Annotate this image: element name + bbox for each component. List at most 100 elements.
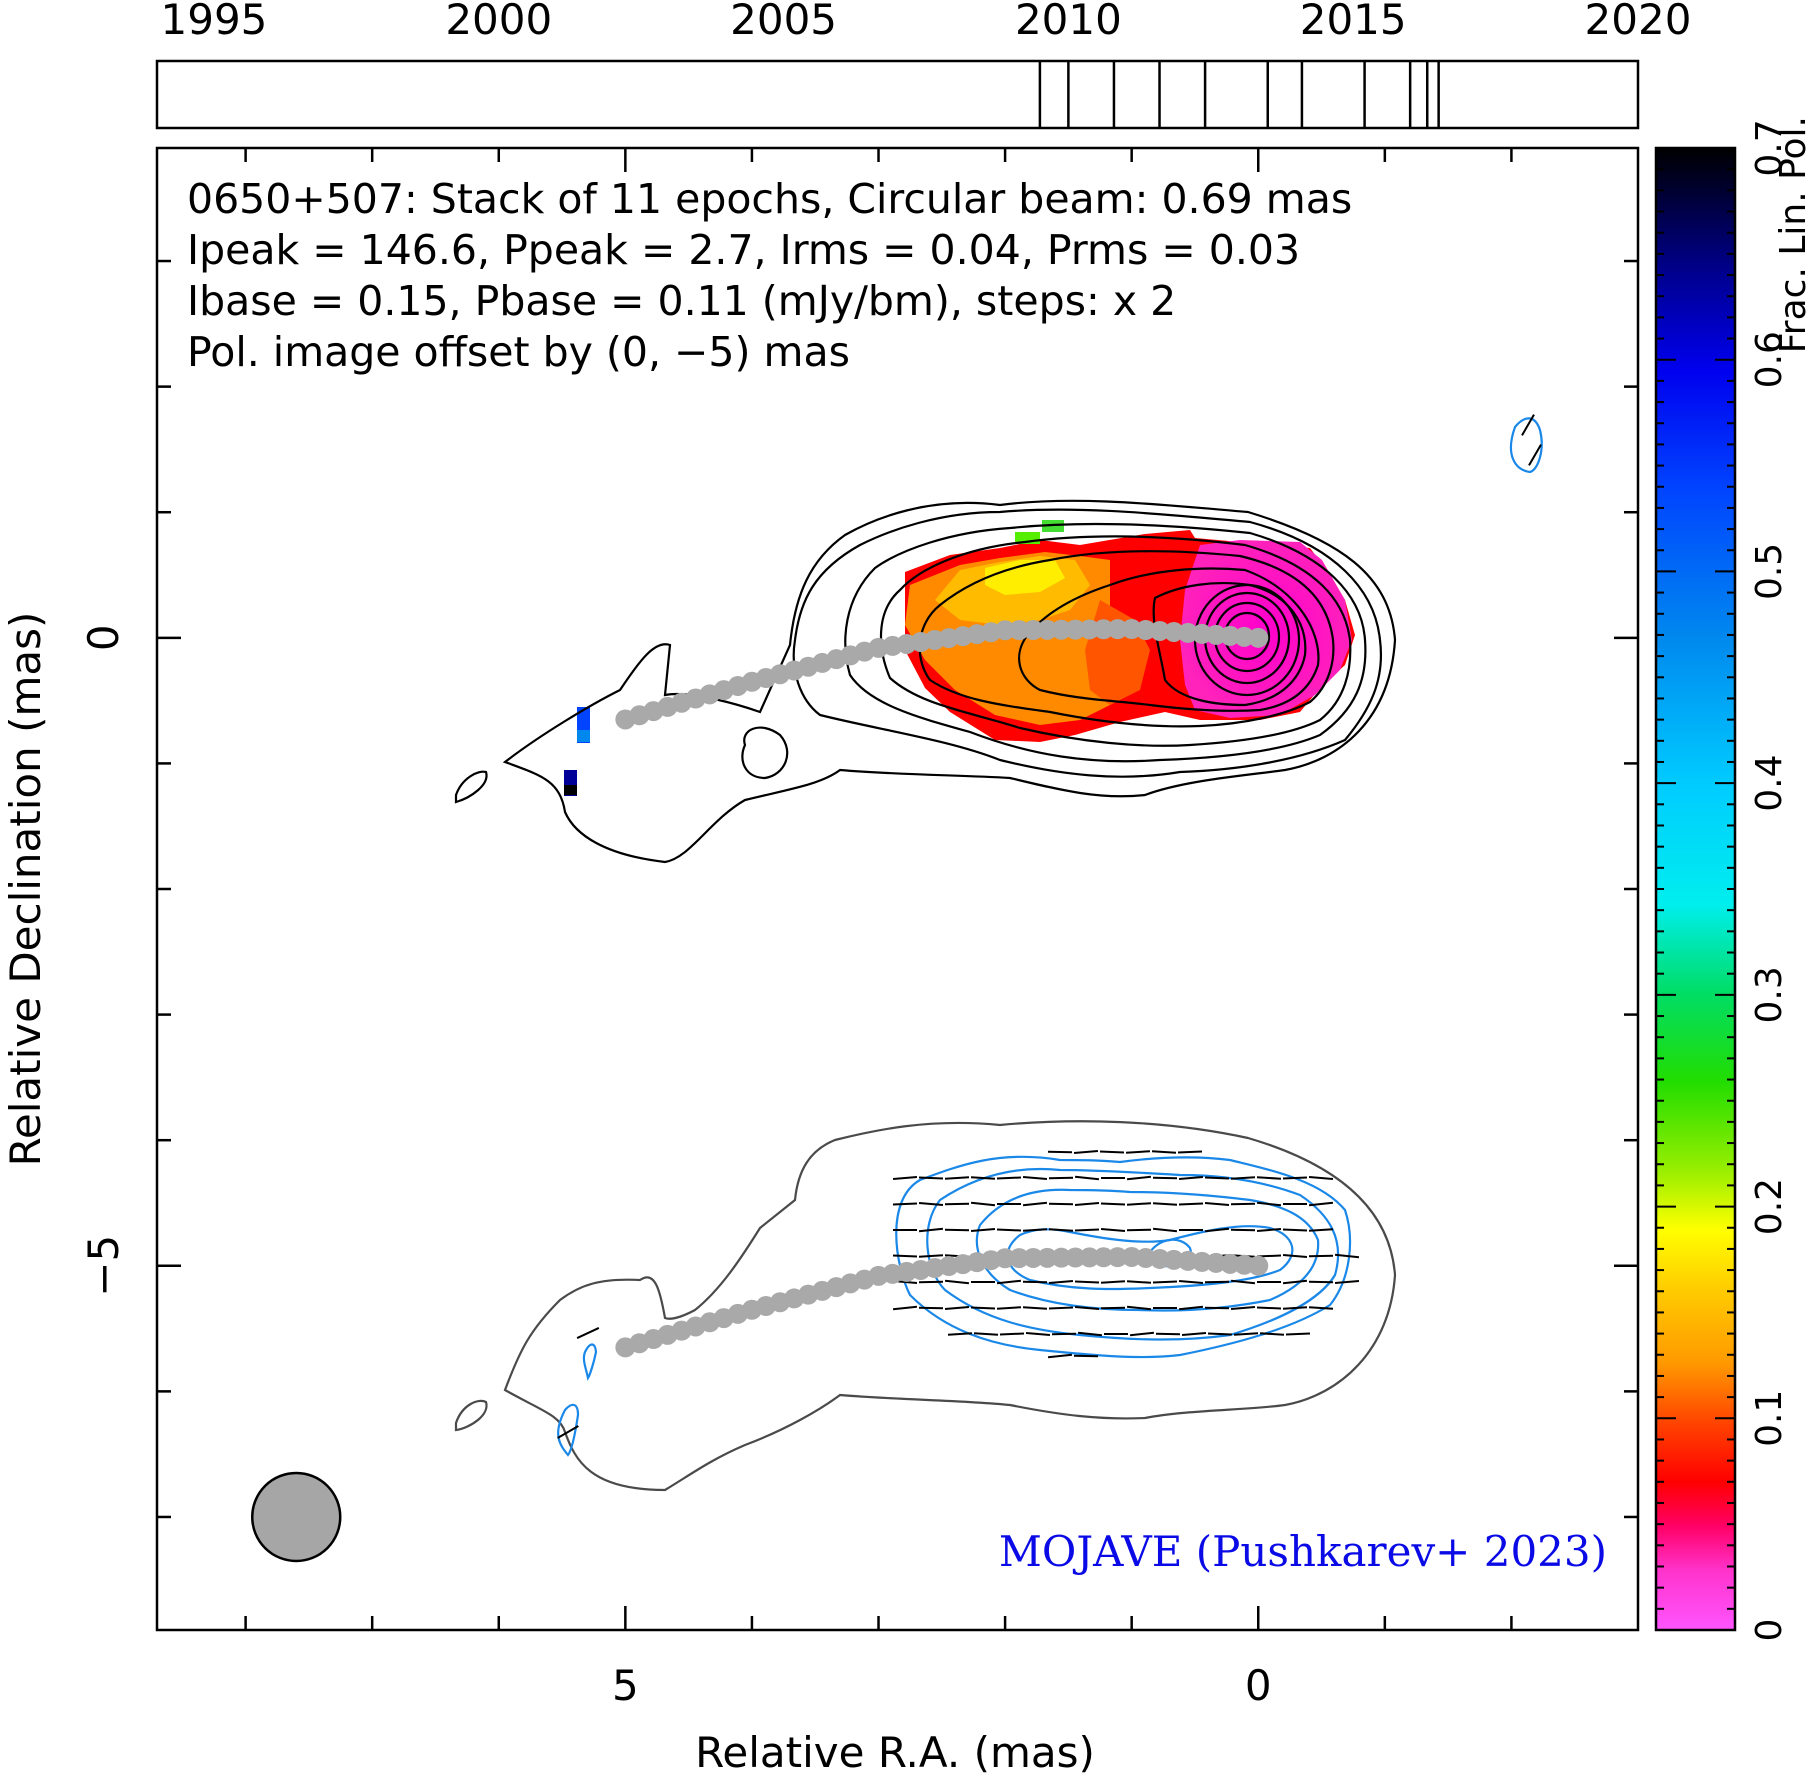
- evpa-tick: [1051, 1332, 1077, 1336]
- evpa-tick: [892, 1305, 918, 1311]
- evpa-tick: [1204, 1201, 1230, 1207]
- evpa-tick: [996, 1228, 1022, 1232]
- evpa-tick: [1152, 1176, 1178, 1180]
- evpa-tick: [1152, 1227, 1178, 1233]
- evpa-tick: [1152, 1202, 1178, 1206]
- ridge-point: [1023, 1247, 1044, 1268]
- evpa-tick: [918, 1176, 944, 1180]
- colorbar-tick-label: 0.5: [1749, 543, 1790, 600]
- evpa-tick: [1155, 1332, 1181, 1336]
- evpa-tick: [996, 1176, 1022, 1180]
- jet-ridge-lines: [615, 619, 1269, 1358]
- evpa-tick: [1282, 1228, 1308, 1232]
- ridge-point: [1009, 620, 1030, 641]
- timeline-year-label: 2005: [730, 0, 837, 44]
- ridge-point: [1107, 619, 1128, 640]
- evpa-tick: [1099, 1150, 1125, 1154]
- evpa-tick: [918, 1306, 944, 1310]
- x-tick-label: 5: [612, 1661, 639, 1710]
- axis-ticks: [157, 148, 1638, 1630]
- evpa-tick: [1233, 1332, 1259, 1336]
- evpa-tick: [1047, 1353, 1073, 1359]
- evpa-tick: [1256, 1201, 1282, 1207]
- evpa-tick: [892, 1202, 918, 1206]
- evpa-tick: [1204, 1176, 1230, 1180]
- evpa-tick: [918, 1280, 944, 1284]
- beam-ellipse: [250, 1471, 342, 1563]
- ridge-point: [1121, 1246, 1142, 1267]
- ridge-point: [1009, 1248, 1030, 1269]
- ridge-point: [1065, 619, 1086, 640]
- evpa-tick: [1048, 1279, 1074, 1285]
- timeline-box: [155, 59, 1640, 130]
- x-tick-label: 0: [1245, 1661, 1272, 1710]
- evpa-tick: [918, 1201, 944, 1207]
- axis-tick-labels: 5 0 0 −5: [79, 624, 1272, 1710]
- ridge-point: [1037, 619, 1058, 640]
- evpa-tick: [557, 1425, 579, 1439]
- evpa-tick: [1178, 1202, 1204, 1206]
- evpa-tick: [1126, 1202, 1152, 1206]
- evpa-tick: [1282, 1279, 1308, 1285]
- evpa-tick: [944, 1305, 970, 1311]
- ridge-point: [1037, 1247, 1058, 1268]
- evpa-tick: [999, 1332, 1025, 1336]
- colorbar-tick-label: 0.2: [1749, 1178, 1790, 1235]
- evpa-tick: [1074, 1280, 1100, 1284]
- evpa-tick: [1308, 1201, 1334, 1207]
- stokes-i-contours-upper: [454, 499, 1397, 864]
- evpa-tick: [576, 1327, 600, 1339]
- evpa-tick: [1259, 1332, 1285, 1336]
- plot-frame: [155, 146, 1640, 1632]
- colorbar-tick-label: 0.6: [1749, 331, 1790, 388]
- colorbar-tick-label: 0.4: [1749, 755, 1790, 812]
- evpa-tick: [1308, 1175, 1334, 1181]
- evpa-tick: [1074, 1175, 1100, 1181]
- evpa-tick: [1282, 1306, 1308, 1310]
- timeline-year-label: 2015: [1300, 0, 1407, 44]
- evpa-tick: [1025, 1331, 1051, 1337]
- evpa-tick: [1100, 1280, 1126, 1284]
- evpa-tick: [1334, 1253, 1360, 1259]
- evpa-tick: [1256, 1176, 1282, 1180]
- evpa-tick: [1048, 1202, 1074, 1206]
- evpa-tick: [1282, 1253, 1308, 1259]
- plot-area: 0650+507: Stack of 11 epochs, Circular b…: [155, 146, 1640, 1632]
- evpa-tick: [944, 1176, 970, 1180]
- evpa-tick: [1022, 1280, 1048, 1284]
- evpa-tick: [996, 1279, 1022, 1285]
- evpa-tick: [1100, 1202, 1126, 1206]
- evpa-tick: [1022, 1201, 1048, 1207]
- evpa-tick: [1047, 1150, 1073, 1154]
- evpa-tick: [970, 1306, 996, 1310]
- evpa-tick: [970, 1227, 996, 1233]
- evpa-tick: [1282, 1176, 1308, 1180]
- timeline-year-label: 2020: [1585, 0, 1692, 44]
- evpa-tick: [1204, 1280, 1230, 1284]
- evpa-tick: [1528, 444, 1542, 466]
- evpa-tick: [944, 1228, 970, 1232]
- ridge-point: [1107, 1247, 1128, 1268]
- evpa-tick: [996, 1306, 1022, 1310]
- evpa-tick: [1178, 1305, 1204, 1311]
- evpa-tick: [892, 1254, 918, 1258]
- timeline-year-label: 1995: [161, 0, 268, 44]
- evpa-tick: [1126, 1175, 1152, 1181]
- ridge-point: [1121, 619, 1142, 640]
- evpa-tick: [1073, 1149, 1099, 1155]
- evpa-tick: [1256, 1227, 1282, 1233]
- evpa-tick: [1230, 1202, 1256, 1206]
- evpa-tick: [918, 1227, 944, 1233]
- colorbar-tick-labels: 0 0.1 0.2 0.3 0.4 0.5 0.6 0.7: [1749, 119, 1790, 1641]
- y-tick-label: 0: [79, 624, 128, 651]
- evpa-tick: [1022, 1306, 1048, 1310]
- evpa-tick: [947, 1332, 973, 1336]
- evpa-tick: [1073, 1354, 1099, 1358]
- timeline-year-label: 2010: [1015, 0, 1122, 44]
- evpa-tick: [973, 1332, 999, 1336]
- evpa-tick: [1178, 1175, 1204, 1181]
- evpa-tick: [1308, 1306, 1334, 1310]
- evpa-tick: [1125, 1150, 1151, 1154]
- evpa-tick: [1230, 1228, 1256, 1232]
- evpa-tick: [1100, 1227, 1126, 1233]
